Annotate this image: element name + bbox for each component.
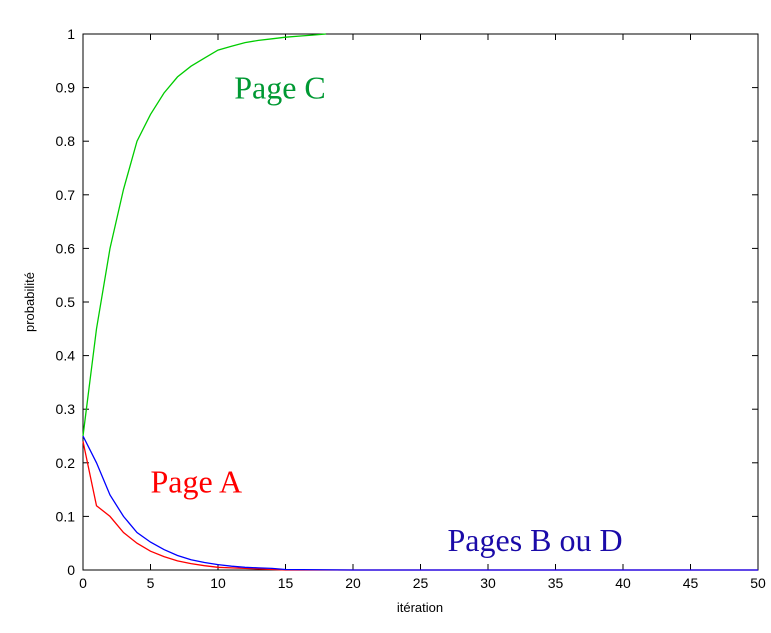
y-axis-label: probabilité [22, 272, 37, 332]
x-tick-label: 15 [278, 575, 294, 591]
x-tick-label: 30 [480, 575, 496, 591]
axis-ticks: 0 5 10 15 20 25 30 35 40 45 50 0 0.1 0.2 0.3 0.4 0.5 0.6 0… [56, 26, 766, 591]
y-tick-label: 0.4 [56, 348, 76, 364]
y-tick-label: 0.8 [56, 133, 76, 149]
plot-area [82, 33, 759, 571]
data-series [82, 33, 758, 571]
x-tick-label: 20 [345, 575, 361, 591]
x-tick-label: 40 [615, 575, 631, 591]
y-tick-label: 0.2 [56, 455, 76, 471]
y-tick-label: 0.6 [56, 240, 76, 256]
x-tick-label: 45 [683, 575, 699, 591]
annotation-label: Page C [234, 69, 326, 105]
y-tick-label: 1 [67, 26, 75, 42]
y-tick-label: 0.1 [56, 508, 76, 524]
y-tick-label: 0.5 [56, 294, 76, 310]
x-tick-label: 35 [548, 575, 564, 591]
x-axis-label: itération [397, 600, 443, 615]
x-tick-label: 25 [413, 575, 429, 591]
series-line-page-c [82, 33, 327, 437]
x-tick-label: 10 [210, 575, 226, 591]
y-tick-label: 0.9 [56, 80, 76, 96]
y-tick-label: 0 [67, 562, 75, 578]
annotation-label: Pages B ou D [448, 522, 623, 558]
y-tick-label: 0.3 [56, 401, 76, 417]
annotation-label: Page A [151, 463, 243, 499]
x-tick-label: 50 [750, 575, 766, 591]
y-tick-label: 0.7 [56, 187, 76, 203]
x-tick-label: 0 [79, 575, 87, 591]
annotations: Page C Page A Pages B ou D [151, 69, 623, 558]
x-tick-label: 5 [147, 575, 155, 591]
series-line-pages-b-ou-d [82, 435, 758, 571]
